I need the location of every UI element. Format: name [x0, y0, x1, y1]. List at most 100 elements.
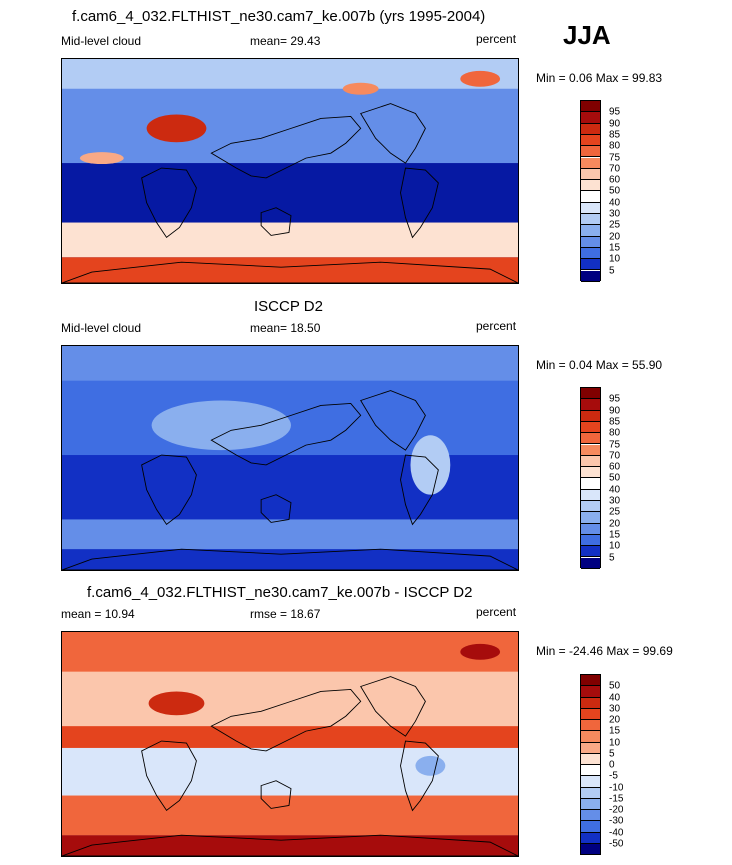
colorbar-tick-label: 70 — [609, 163, 621, 175]
panel-3-title: f.cam6_4_032.FLTHIST_ne30.cam7_ke.007b -… — [87, 584, 473, 601]
colorbar-tick-label: 15 — [609, 529, 621, 541]
panel-1-minmax: Min = 0.06 Max = 99.83 — [536, 71, 663, 85]
colorbar-tick-label: 5 — [609, 265, 615, 276]
colorbar-swatch — [581, 787, 600, 799]
colorbar-swatch — [581, 489, 600, 501]
colorbar-tick-label: 75 — [609, 439, 621, 450]
panel-3-minmax: Min = -24.46 Max = 99.69 — [536, 644, 673, 658]
colorbar-tick-label: 25 — [609, 506, 621, 518]
colorbar-swatch — [581, 697, 600, 709]
colorbar-tick-label: 85 — [609, 416, 621, 428]
colorbar-swatch — [581, 478, 600, 490]
colorbar-swatch — [581, 214, 600, 226]
colorbar-swatch — [581, 776, 600, 788]
panel-1-units-label: percent — [476, 32, 517, 46]
colorbar-swatch — [581, 157, 600, 169]
colorbar-swatch — [581, 112, 600, 124]
colorbar-tick-label: 5 — [609, 552, 615, 563]
colorbar-tick-label: -10 — [609, 782, 624, 793]
colorbar-swatch — [581, 798, 600, 810]
colorbar-tick-label: 20 — [609, 518, 621, 530]
colorbar-swatch — [581, 388, 600, 400]
season-label: JJA — [563, 20, 611, 50]
panel-1-title: f.cam6_4_032.FLTHIST_ne30.cam7_ke.007b (… — [72, 8, 486, 25]
colorbar-swatch — [581, 523, 600, 535]
panel-2-map — [61, 345, 519, 571]
colorbar-swatch — [581, 467, 600, 479]
colorbar-swatch — [581, 686, 600, 698]
colorbar-tick-label: 80 — [609, 427, 621, 439]
colorbar-swatch — [581, 512, 600, 524]
colorbar-tick-label: -15 — [609, 793, 624, 805]
colorbar-swatch — [581, 753, 600, 765]
colorbar-swatch — [581, 191, 600, 203]
colorbar-swatch — [581, 832, 600, 844]
colorbar-swatch — [581, 410, 600, 422]
colorbar-tick-label: 80 — [609, 140, 621, 152]
colorbar-swatch — [581, 675, 600, 687]
colorbar-swatch — [581, 146, 600, 158]
colorbar-swatch — [581, 134, 600, 147]
colorbar-tick-label: 95 — [609, 106, 621, 118]
colorbar-tick-label: 50 — [609, 680, 621, 692]
colorbar-tick-label: 40 — [609, 484, 621, 496]
colorbar-tick-label: 30 — [609, 208, 621, 220]
colorbar-swatch — [581, 259, 600, 271]
panel-3-units-label: percent — [476, 605, 517, 619]
panel-1-variable-label: Mid-level cloud — [61, 34, 142, 48]
colorbar-tick-label: 90 — [609, 118, 621, 130]
panel-3-mean-label: mean = 10.94 — [61, 607, 135, 621]
colorbar-tick-label: 10 — [609, 540, 621, 552]
colorbar-swatch — [581, 810, 600, 822]
colorbar-swatch — [581, 270, 600, 282]
panel-2-units-label: percent — [476, 319, 517, 333]
panel-2-mean-label: mean= 18.50 — [250, 321, 321, 335]
colorbar-tick-label: 0 — [609, 759, 615, 771]
colorbar-tick-label: 70 — [609, 450, 621, 462]
colorbar-tick-label: 20 — [609, 714, 621, 726]
panel-1-map — [61, 58, 519, 284]
colorbar-tick-label: 95 — [609, 393, 621, 405]
colorbar-tick-label: 25 — [609, 219, 621, 231]
panel-2-variable-label: Mid-level cloud — [61, 321, 142, 335]
colorbar-swatch — [581, 534, 600, 547]
colorbar-tick-label: 15 — [609, 725, 621, 737]
colorbar-tick-label: 5 — [609, 748, 615, 760]
colorbar-tick-label: 40 — [609, 692, 621, 703]
colorbar-swatch — [581, 399, 600, 411]
colorbar-swatch — [581, 180, 600, 192]
colorbar-tick-label: 30 — [609, 703, 621, 715]
colorbar-swatch — [581, 168, 600, 181]
panel-2-colorbar: 95 90 85 80 75 70 60 50 40 30 25 20 15 10 5 — [580, 387, 620, 569]
colorbar-tick-label: 15 — [609, 242, 621, 254]
colorbar-tick-label: 30 — [609, 495, 621, 507]
colorbar-swatch — [581, 742, 600, 754]
colorbar-swatch — [581, 546, 600, 558]
colorbar-tick-label: 75 — [609, 152, 621, 163]
colorbar-tick-label: -5 — [609, 770, 618, 782]
colorbar-tick-label: 40 — [609, 197, 621, 209]
colorbar-tick-label: 60 — [609, 461, 621, 473]
colorbar-swatch — [581, 765, 600, 777]
colorbar-swatch — [581, 708, 600, 720]
colorbar-tick-label: 50 — [609, 472, 621, 484]
colorbar-swatch — [581, 225, 600, 237]
colorbar-swatch — [581, 421, 600, 434]
colorbar-swatch — [581, 101, 600, 113]
colorbar-swatch — [581, 821, 600, 833]
colorbar-tick-label: 90 — [609, 405, 621, 417]
colorbar-swatch — [581, 720, 600, 732]
panel-2-title: ISCCP D2 — [254, 298, 323, 315]
colorbar-tick-label: 20 — [609, 231, 621, 243]
colorbar-tick-label: -40 — [609, 827, 624, 838]
colorbar-swatch — [581, 557, 600, 569]
colorbar-tick-label: 10 — [609, 253, 621, 265]
colorbar-tick-label: -50 — [609, 838, 624, 850]
colorbar-tick-label: 10 — [609, 737, 621, 748]
colorbar-swatch — [581, 843, 600, 855]
panel-3-colorbar: 50 40 30 20 15 10 5 0 -5 -10 -15 -20 -30 -40 -50 — [580, 674, 623, 855]
panel-3-map — [61, 631, 519, 857]
colorbar-swatch — [581, 731, 600, 743]
panel-1-colorbar: 95 90 85 80 75 70 60 50 40 30 25 20 15 10 5 — [580, 100, 620, 282]
colorbar-swatch — [581, 123, 600, 135]
